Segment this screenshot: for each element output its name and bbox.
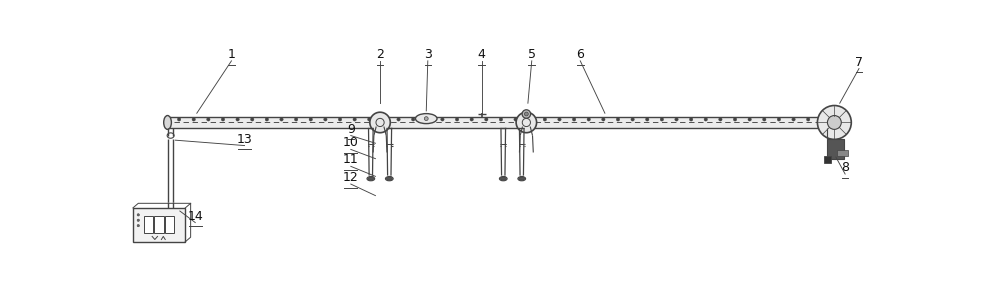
- Bar: [168, 117, 832, 128]
- Bar: [154, 216, 164, 233]
- Circle shape: [137, 219, 139, 221]
- Circle shape: [572, 118, 576, 121]
- Circle shape: [522, 110, 531, 118]
- Ellipse shape: [499, 177, 507, 181]
- Circle shape: [470, 118, 473, 121]
- Circle shape: [192, 118, 195, 121]
- Text: 2: 2: [376, 48, 384, 61]
- Text: 12: 12: [343, 171, 359, 184]
- Circle shape: [631, 118, 634, 121]
- Circle shape: [382, 118, 386, 121]
- Circle shape: [514, 118, 517, 121]
- Circle shape: [137, 214, 139, 216]
- Ellipse shape: [368, 177, 374, 180]
- Circle shape: [207, 118, 210, 121]
- Ellipse shape: [367, 177, 375, 181]
- Circle shape: [177, 118, 181, 121]
- Circle shape: [748, 118, 751, 121]
- Circle shape: [137, 225, 139, 227]
- Circle shape: [338, 118, 342, 121]
- Bar: [133, 208, 185, 242]
- Circle shape: [689, 118, 693, 121]
- Circle shape: [236, 118, 239, 121]
- Ellipse shape: [518, 177, 526, 181]
- Circle shape: [704, 118, 707, 121]
- Circle shape: [777, 118, 781, 121]
- Circle shape: [324, 118, 327, 121]
- Circle shape: [675, 118, 678, 121]
- Circle shape: [370, 112, 390, 133]
- Circle shape: [587, 118, 590, 121]
- Circle shape: [280, 118, 283, 121]
- Circle shape: [516, 112, 537, 133]
- Text: 6: 6: [576, 48, 584, 61]
- Text: 14: 14: [187, 210, 203, 223]
- Circle shape: [424, 117, 428, 121]
- Text: 8: 8: [841, 161, 849, 174]
- Bar: [837, 150, 848, 155]
- Circle shape: [558, 118, 561, 121]
- Ellipse shape: [164, 116, 171, 129]
- Circle shape: [251, 118, 254, 121]
- Text: 3: 3: [424, 48, 432, 61]
- Text: 9: 9: [347, 123, 355, 136]
- Bar: [824, 155, 831, 163]
- Ellipse shape: [415, 114, 437, 124]
- Text: 11: 11: [343, 153, 359, 166]
- Text: 5: 5: [528, 48, 536, 61]
- Text: 7: 7: [855, 55, 863, 68]
- Ellipse shape: [519, 177, 524, 180]
- Circle shape: [368, 118, 371, 121]
- Text: 13: 13: [237, 133, 252, 146]
- Circle shape: [616, 118, 620, 121]
- Circle shape: [265, 118, 269, 121]
- Text: 4: 4: [478, 48, 486, 61]
- Ellipse shape: [501, 177, 506, 180]
- Circle shape: [719, 118, 722, 121]
- Bar: [827, 139, 844, 159]
- Circle shape: [543, 118, 547, 121]
- Circle shape: [455, 118, 459, 121]
- Circle shape: [294, 118, 298, 121]
- Circle shape: [646, 118, 649, 121]
- Text: 1: 1: [228, 48, 235, 61]
- Circle shape: [733, 118, 737, 121]
- Circle shape: [806, 118, 810, 121]
- Circle shape: [397, 118, 400, 121]
- Circle shape: [411, 118, 415, 121]
- Text: 10: 10: [343, 136, 359, 149]
- Circle shape: [660, 118, 664, 121]
- Circle shape: [827, 116, 841, 129]
- Circle shape: [602, 118, 605, 121]
- Circle shape: [763, 118, 766, 121]
- Circle shape: [821, 118, 825, 121]
- Circle shape: [353, 118, 356, 121]
- Circle shape: [529, 118, 532, 121]
- Bar: [165, 216, 174, 233]
- Circle shape: [485, 118, 488, 121]
- Circle shape: [524, 112, 528, 116]
- Ellipse shape: [387, 177, 392, 180]
- Circle shape: [499, 118, 503, 121]
- Circle shape: [817, 105, 851, 139]
- Ellipse shape: [385, 177, 393, 181]
- Circle shape: [221, 118, 225, 121]
- Circle shape: [426, 118, 429, 121]
- Circle shape: [792, 118, 795, 121]
- Circle shape: [441, 118, 444, 121]
- Circle shape: [309, 118, 312, 121]
- Bar: [144, 216, 153, 233]
